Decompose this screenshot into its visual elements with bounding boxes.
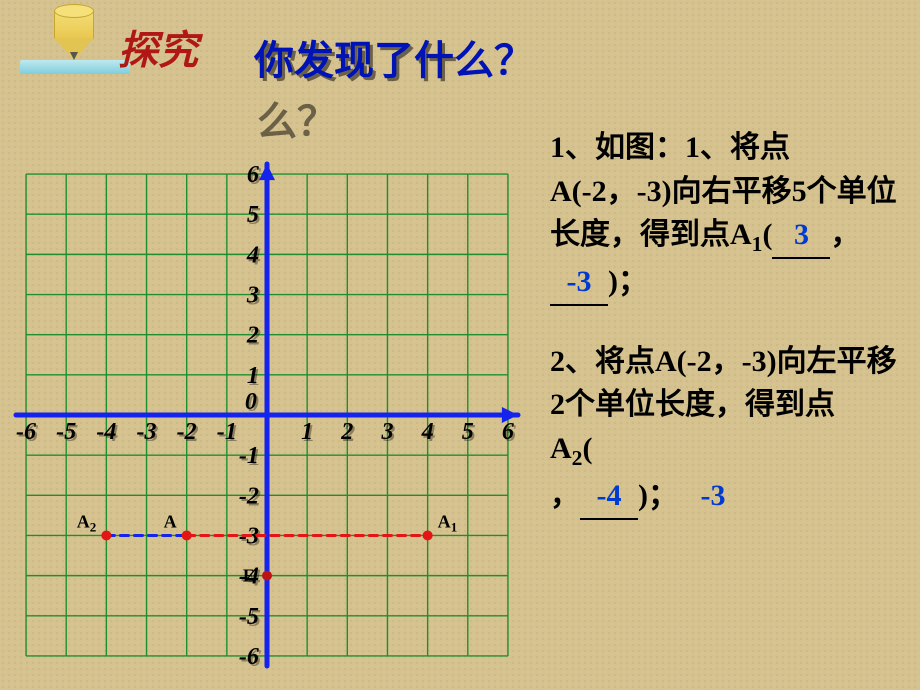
svg-text:-6: -6: [16, 419, 37, 445]
svg-text:-2: -2: [239, 483, 259, 509]
svg-text:A: A: [164, 511, 177, 531]
svg-text:-1: -1: [239, 443, 259, 469]
svg-text:5: 5: [462, 419, 474, 445]
svg-text:-5: -5: [56, 419, 76, 445]
pencil-icon: [20, 4, 130, 84]
question-panel: 1、如图：1、将点A(-2，-3)向右平移5个单位长度，得到点A1(3，-3)；…: [550, 126, 902, 520]
svg-text:A1: A1: [438, 511, 458, 534]
title-explore: 探究: [118, 18, 198, 76]
svg-text:4: 4: [246, 242, 259, 268]
title-explore-text: 探究: [118, 28, 198, 73]
svg-text:6: 6: [502, 419, 515, 445]
title-question: 你发现了什么？ 你发现了什么？: [254, 28, 534, 86]
svg-text:-6: -6: [239, 644, 260, 670]
svg-text:-2: -2: [177, 419, 197, 445]
svg-text:A2: A2: [77, 511, 97, 534]
svg-text:5: 5: [247, 202, 259, 228]
svg-text:3: 3: [246, 283, 259, 309]
svg-text:-1: -1: [217, 419, 237, 445]
svg-text:-4: -4: [96, 419, 116, 445]
question-2: 2、将点A(-2，-3)向左平移2个单位长度，得到点A2( ，-4)； -3: [550, 340, 902, 520]
svg-text:E: E: [243, 566, 255, 586]
svg-text:2: 2: [340, 419, 353, 445]
svg-text:-5: -5: [239, 604, 259, 630]
svg-text:2: 2: [246, 323, 259, 349]
svg-text:0: 0: [245, 389, 257, 415]
svg-text:4: 4: [421, 419, 434, 445]
svg-text:1: 1: [301, 419, 313, 445]
title-question-text: 你发现了什么？: [254, 38, 534, 83]
coordinate-chart: -6-6-5-5-4-4-3-3-2-2-1-1112233445566-6-6…: [12, 160, 522, 670]
svg-text:6: 6: [247, 162, 260, 188]
question-1: 1、如图：1、将点A(-2，-3)向右平移5个单位长度，得到点A1(3，-3)；: [550, 126, 902, 306]
chart-svg: -6-6-5-5-4-4-3-3-2-2-1-1112233445566-6-6…: [12, 160, 522, 670]
svg-text:-3: -3: [136, 419, 156, 445]
svg-text:1: 1: [247, 363, 259, 389]
svg-text:3: 3: [380, 419, 393, 445]
